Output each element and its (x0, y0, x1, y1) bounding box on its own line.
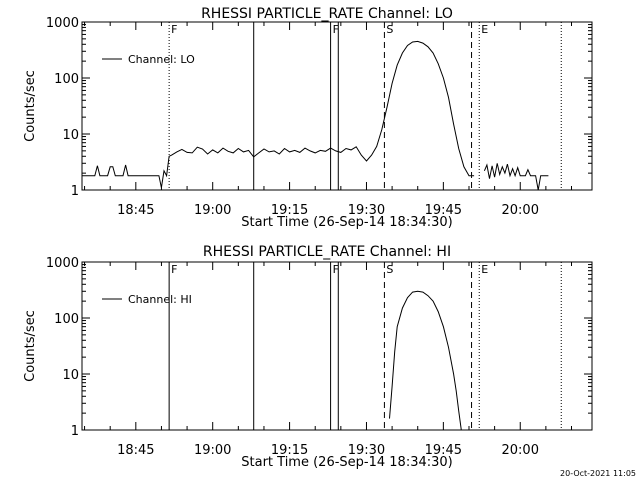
x-tick-label: 18:45 (117, 203, 154, 218)
y-tick-label: 1000 (46, 16, 79, 31)
x-tick-label: 19:45 (425, 203, 462, 218)
y-tick-label: 1 (71, 184, 79, 199)
event-marker-label: F (333, 263, 339, 276)
y-tick-label: 1 (71, 424, 79, 439)
chart-title: RHESSI PARTICLE_RATE Channel: HI (203, 244, 451, 260)
event-marker-label: S (386, 263, 393, 276)
plot-frame (81, 261, 593, 431)
x-tick-label: 20:00 (502, 443, 539, 458)
event-marker-label: E (481, 23, 488, 36)
x-tick-label: 19:15 (271, 443, 308, 458)
event-marker-label: F (171, 263, 177, 276)
plot-frame (81, 21, 593, 191)
series-line (389, 290, 462, 431)
x-tick-label: 20:00 (502, 203, 539, 218)
x-axis-label: Start Time (26-Sep-14 18:34:30) (241, 455, 452, 470)
footer-date: 20-Oct-2021 11:05 (560, 469, 636, 478)
y-tick-label: 1000 (46, 256, 79, 271)
legend-label: Channel: HI (128, 293, 192, 306)
y-axis-label: Counts/sec (23, 310, 38, 382)
x-tick-label: 18:45 (117, 443, 154, 458)
event-marker-label: F (171, 23, 177, 36)
x-tick-label: 19:45 (425, 443, 462, 458)
x-tick-label: 19:30 (348, 203, 385, 218)
x-tick-label: 19:30 (348, 443, 385, 458)
y-tick-label: 10 (62, 368, 79, 383)
x-tick-label: 19:00 (194, 203, 231, 218)
x-tick-label: 19:00 (194, 443, 231, 458)
y-axis-label: Counts/sec (23, 70, 38, 142)
y-tick-label: 100 (54, 72, 79, 87)
series-line (483, 163, 549, 191)
series-line (82, 40, 475, 188)
event-marker-label: F (333, 23, 339, 36)
panel-lo: RHESSI PARTICLE_RATE Channel: LO 1 10 100 10… (23, 6, 593, 230)
y-tick-label: 10 (62, 128, 79, 143)
panel-hi: RHESSI PARTICLE_RATE Channel: HI 1 10 100 10… (23, 244, 593, 470)
event-marker-label: S (386, 23, 393, 36)
x-tick-label: 19:15 (271, 203, 308, 218)
event-marker-label: E (481, 263, 488, 276)
chart-title: RHESSI PARTICLE_RATE Channel: LO (201, 6, 453, 22)
x-axis-label: Start Time (26-Sep-14 18:34:30) (241, 215, 452, 230)
y-tick-label: 100 (54, 312, 79, 327)
legend-label: Channel: LO (128, 53, 195, 66)
